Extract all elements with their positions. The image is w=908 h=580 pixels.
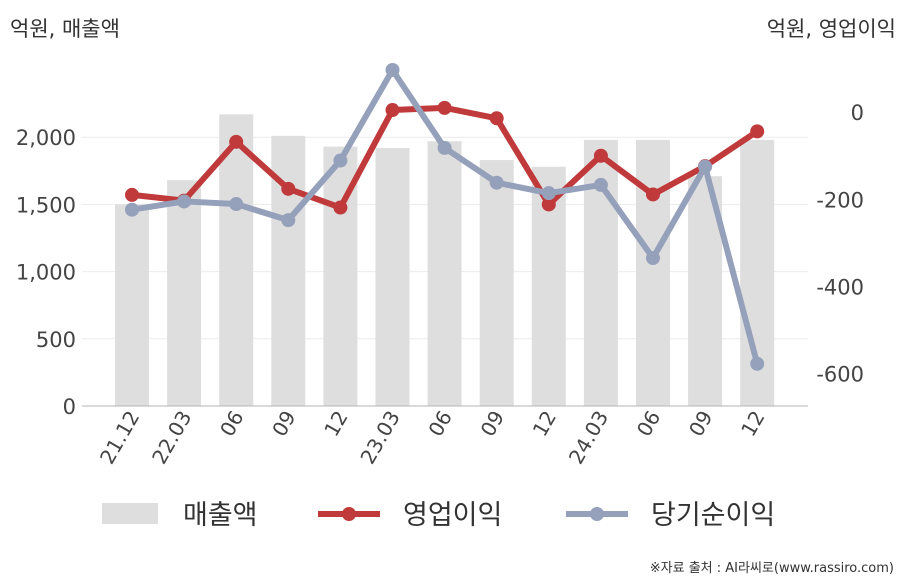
source-note: ※자료 출처 : AI라씨로(www.rassiro.com) [650, 561, 894, 576]
x-tick-label: 09 [267, 407, 301, 441]
bar-revenue [115, 204, 149, 406]
left-tick-label: 1,500 [16, 193, 76, 217]
right-axis-unit: 억원, 영업이익 [767, 17, 896, 41]
point-net-income [333, 153, 348, 168]
point-net-income [541, 186, 556, 201]
x-tick-label: 12 [528, 407, 562, 441]
x-tick-label: 09 [476, 407, 510, 441]
x-tick-label: 09 [684, 407, 718, 441]
point-operating-profit [125, 187, 139, 202]
x-tick-label: 22.03 [147, 407, 196, 469]
x-tick-label: 06 [632, 407, 666, 441]
point-net-income [646, 251, 660, 266]
legend-swatch-operating-profit-marker [342, 507, 356, 521]
legend: 매출액 영업이익 당기순이익 [102, 500, 775, 531]
point-net-income [125, 202, 139, 217]
right-tick-label: 0 [851, 101, 864, 125]
right-tick-label: -200 [816, 188, 864, 212]
point-operating-profit [281, 181, 296, 196]
x-tick-label: 06 [423, 407, 457, 441]
left-tick-label: 2,000 [16, 126, 76, 150]
point-net-income [593, 177, 608, 192]
x-tick-label: 23.03 [355, 407, 404, 469]
x-tick-label: 12 [736, 407, 770, 441]
point-net-income [229, 197, 244, 212]
point-operating-profit [489, 111, 504, 126]
point-operating-profit [750, 124, 765, 139]
x-tick-label: 24.03 [564, 407, 613, 469]
legend-label-operating-profit: 영업이익 [403, 500, 502, 531]
point-operating-profit [646, 187, 660, 202]
left-tick-label: 0 [63, 395, 76, 419]
point-net-income [177, 194, 192, 209]
point-operating-profit [437, 100, 452, 115]
right-tick-label: -600 [816, 362, 864, 386]
point-net-income [281, 213, 296, 228]
point-operating-profit [593, 148, 608, 163]
bar-revenue [375, 147, 410, 406]
point-operating-profit [333, 200, 348, 215]
point-net-income [437, 140, 452, 155]
x-tick-label: 12 [319, 407, 353, 441]
left-axis-unit: 억원, 매출액 [10, 17, 120, 41]
point-operating-profit [229, 134, 244, 149]
bar-revenue [479, 160, 514, 406]
bar-revenue [636, 139, 670, 406]
legend-label-revenue: 매출액 [183, 500, 258, 531]
legend-label-net-income: 당기순이익 [651, 500, 775, 531]
point-net-income [698, 159, 713, 174]
legend-swatch-net-income-marker [590, 507, 604, 521]
point-net-income [750, 356, 765, 371]
x-axis-ticks: 21.12 22.03 06 09 12 23.03 06 09 12 24.03 06 09 12 [95, 407, 770, 469]
bar-revenue [167, 180, 202, 406]
line-series [125, 63, 765, 371]
x-tick-label: 21.12 [95, 407, 144, 469]
point-operating-profit [385, 103, 400, 118]
point-net-income [385, 63, 400, 77]
bar-revenue [427, 141, 462, 406]
left-axis-ticks: 0 500 1,000 1,500 2,000 [16, 126, 76, 419]
point-operating-profit [541, 197, 556, 212]
point-net-income [489, 175, 504, 190]
bar-revenue [219, 114, 254, 407]
legend-swatch-revenue [102, 503, 158, 524]
left-tick-label: 500 [36, 328, 76, 352]
left-tick-label: 1,000 [16, 261, 76, 285]
right-axis-ticks: 0 -200 -400 -600 [816, 101, 864, 386]
bar-series [115, 114, 775, 407]
right-tick-label: -400 [816, 275, 864, 299]
x-tick-label: 06 [215, 407, 249, 441]
